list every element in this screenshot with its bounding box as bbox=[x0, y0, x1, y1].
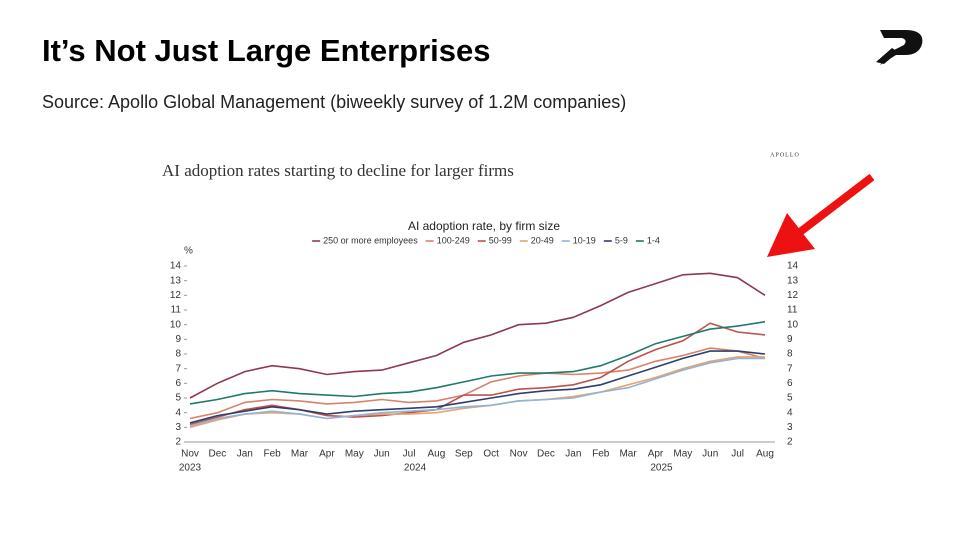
y-tick-label: 5 bbox=[175, 393, 181, 404]
x-tick-label: Nov bbox=[510, 449, 528, 460]
y2-tick-label: 9 bbox=[787, 334, 793, 345]
plot: 2 2 3 3 4 4 5 5 6 6 7 7 8 8 9 9 10 10 11 11 12 12 13 13 14 14 Nov D… bbox=[170, 235, 799, 473]
y2-tick-label: 6 bbox=[787, 378, 793, 389]
legend-label: 10-19 bbox=[573, 235, 596, 245]
y-tick-label: 13 bbox=[170, 275, 182, 286]
y-tick-label: 8 bbox=[175, 349, 181, 360]
x-tick-label: Nov bbox=[181, 449, 199, 460]
slide-subtitle: Source: Apollo Global Management (biweek… bbox=[42, 92, 626, 112]
brand-label: APOLLO bbox=[770, 152, 800, 158]
y2-tick-label: 12 bbox=[787, 290, 799, 301]
legend-label: 250 or more employees bbox=[323, 235, 418, 245]
y2-tick-label: 14 bbox=[787, 261, 799, 272]
legend-label: 1-4 bbox=[647, 235, 660, 245]
y2-tick-label: 10 bbox=[787, 319, 799, 330]
year-label: 2024 bbox=[404, 463, 427, 474]
y-tick-label: 12 bbox=[170, 290, 182, 301]
slide-title: It’s Not Just Large Enterprises bbox=[42, 33, 490, 68]
series-line bbox=[189, 356, 765, 429]
x-tick-label: Dec bbox=[208, 449, 226, 460]
y-tick-label: 6 bbox=[175, 378, 181, 389]
x-tick-label: Jan bbox=[237, 449, 253, 460]
x-tick-label: Mar bbox=[291, 449, 309, 460]
legend-label: 100-249 bbox=[437, 235, 470, 245]
chart-title: AI adoption rate, by firm size bbox=[408, 219, 560, 233]
x-tick-label: Jul bbox=[403, 449, 416, 460]
y-tick-label: 2 bbox=[175, 437, 181, 448]
x-tick-label: Aug bbox=[756, 449, 774, 460]
x-tick-label: Apr bbox=[648, 449, 664, 460]
y-tick-label: 4 bbox=[175, 407, 181, 418]
series-line bbox=[189, 347, 766, 420]
x-tick-label: Jan bbox=[565, 449, 581, 460]
y2-tick-label: 4 bbox=[787, 407, 793, 418]
legend-label: 5-9 bbox=[615, 235, 628, 245]
x-tick-label: Aug bbox=[428, 449, 446, 460]
x-tick-label: Sep bbox=[455, 449, 473, 460]
y2-tick-label: 13 bbox=[787, 275, 799, 286]
series-line bbox=[189, 272, 766, 399]
y-tick-label: 3 bbox=[175, 422, 181, 433]
series-line bbox=[189, 350, 766, 424]
x-tick-label: Jun bbox=[374, 449, 390, 460]
series-line bbox=[189, 357, 765, 427]
legend: 250 or more employees 100-249 50-99 20-49 10… bbox=[312, 235, 660, 245]
legend-label: 50-99 bbox=[489, 235, 512, 245]
x-tick-label: Mar bbox=[619, 449, 637, 460]
y2-tick-label: 3 bbox=[787, 422, 793, 433]
x-tick-label: Jul bbox=[731, 449, 744, 460]
x-tick-label: Feb bbox=[592, 449, 610, 460]
year-label: 2025 bbox=[650, 463, 673, 474]
y-tick-label: 10 bbox=[170, 319, 182, 330]
legend-label: 20-49 bbox=[531, 235, 554, 245]
y2-tick-label: 2 bbox=[787, 437, 793, 448]
y2-tick-label: 5 bbox=[787, 393, 793, 404]
image-title: AI adoption rates starting to decline fo… bbox=[162, 161, 514, 180]
x-tick-label: Feb bbox=[264, 449, 282, 460]
y-axis-label: % bbox=[184, 246, 193, 257]
x-tick-label: May bbox=[345, 449, 364, 460]
x-tick-label: Dec bbox=[537, 449, 555, 460]
x-tick-label: Oct bbox=[483, 449, 499, 460]
logo bbox=[876, 30, 923, 65]
y-tick-label: 7 bbox=[175, 363, 181, 374]
y-tick-label: 14 bbox=[170, 261, 182, 272]
y-tick-label: 11 bbox=[171, 305, 182, 316]
arrow bbox=[767, 173, 875, 257]
series-line bbox=[189, 320, 766, 405]
y-tick-label: 9 bbox=[175, 334, 181, 345]
y2-tick-label: 11 bbox=[787, 305, 798, 316]
y2-tick-label: 8 bbox=[787, 349, 793, 360]
y2-tick-label: 7 bbox=[787, 363, 793, 374]
x-tick-label: Jun bbox=[702, 449, 718, 460]
x-tick-label: May bbox=[673, 449, 692, 460]
year-label: 2023 bbox=[179, 463, 202, 474]
x-tick-label: Apr bbox=[319, 449, 335, 460]
